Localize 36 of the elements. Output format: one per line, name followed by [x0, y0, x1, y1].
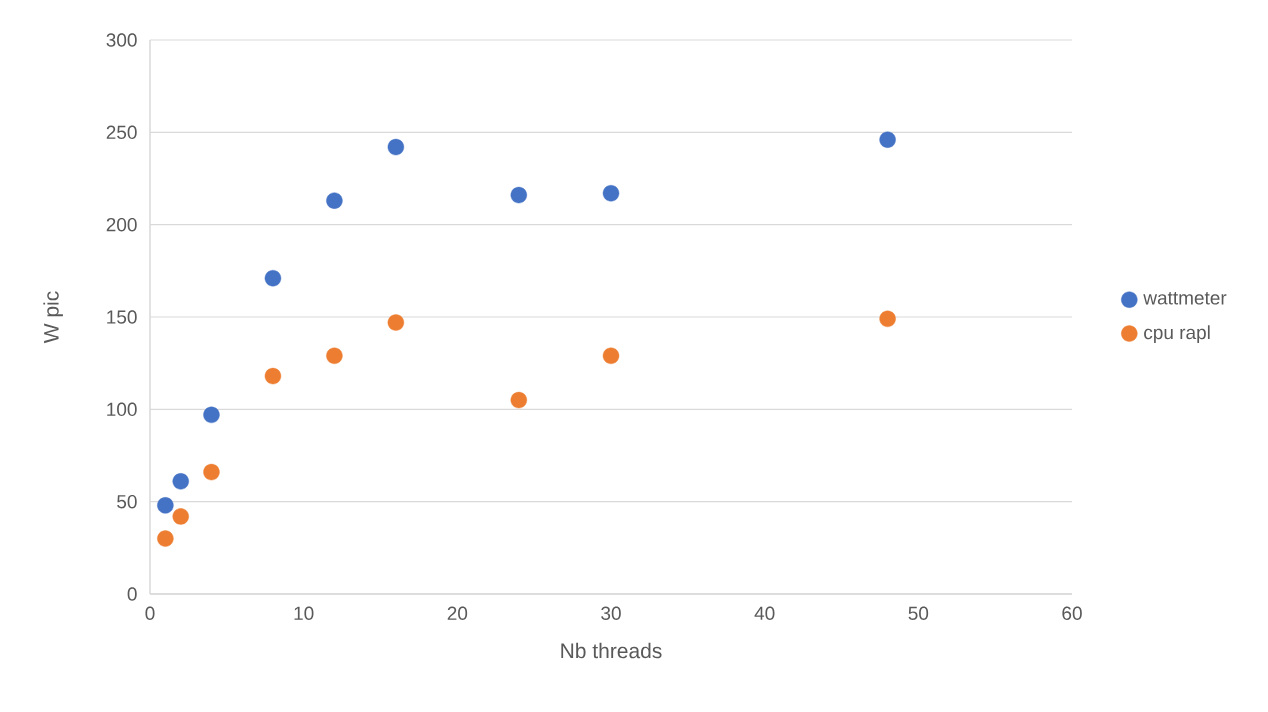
- y-tick-label: 250: [106, 125, 137, 140]
- y-tick-label: 200: [106, 217, 137, 232]
- x-tick-label: 10: [294, 606, 314, 620]
- point: [264, 270, 282, 287]
- point: [602, 185, 620, 202]
- point: [326, 347, 343, 364]
- point: [172, 473, 189, 490]
- point: [879, 310, 896, 328]
- point: [157, 530, 174, 547]
- point: [510, 391, 527, 409]
- y-tick-label: 100: [107, 402, 137, 417]
- legend-label: wattmeter: [1143, 292, 1227, 305]
- y-tick-label: 300: [106, 33, 137, 47]
- x-tick-label: 20: [447, 606, 468, 620]
- point: [879, 131, 896, 148]
- x-tick-label: 0: [145, 606, 155, 620]
- y-tick-label: 150: [107, 310, 137, 324]
- point: [510, 186, 527, 204]
- x-tick-label: 60: [1062, 606, 1082, 620]
- x-tick-label: 30: [601, 606, 621, 620]
- x-axis-title: Nb threads: [561, 642, 662, 659]
- y-tick-label: 50: [117, 494, 137, 509]
- x-tick-label: 50: [908, 606, 929, 620]
- y-axis-title: W pic: [43, 291, 63, 344]
- legend-label: cpu rapl: [1144, 325, 1210, 343]
- y-tick-label: 0: [127, 587, 137, 601]
- point: [157, 497, 174, 514]
- point: [203, 406, 220, 424]
- point: [172, 508, 189, 525]
- point: [264, 367, 282, 385]
- point: [326, 192, 343, 209]
- point: [602, 347, 620, 364]
- x-tick-label: 40: [754, 606, 775, 620]
- point: [203, 463, 220, 481]
- point: [387, 138, 405, 156]
- point: [387, 314, 405, 331]
